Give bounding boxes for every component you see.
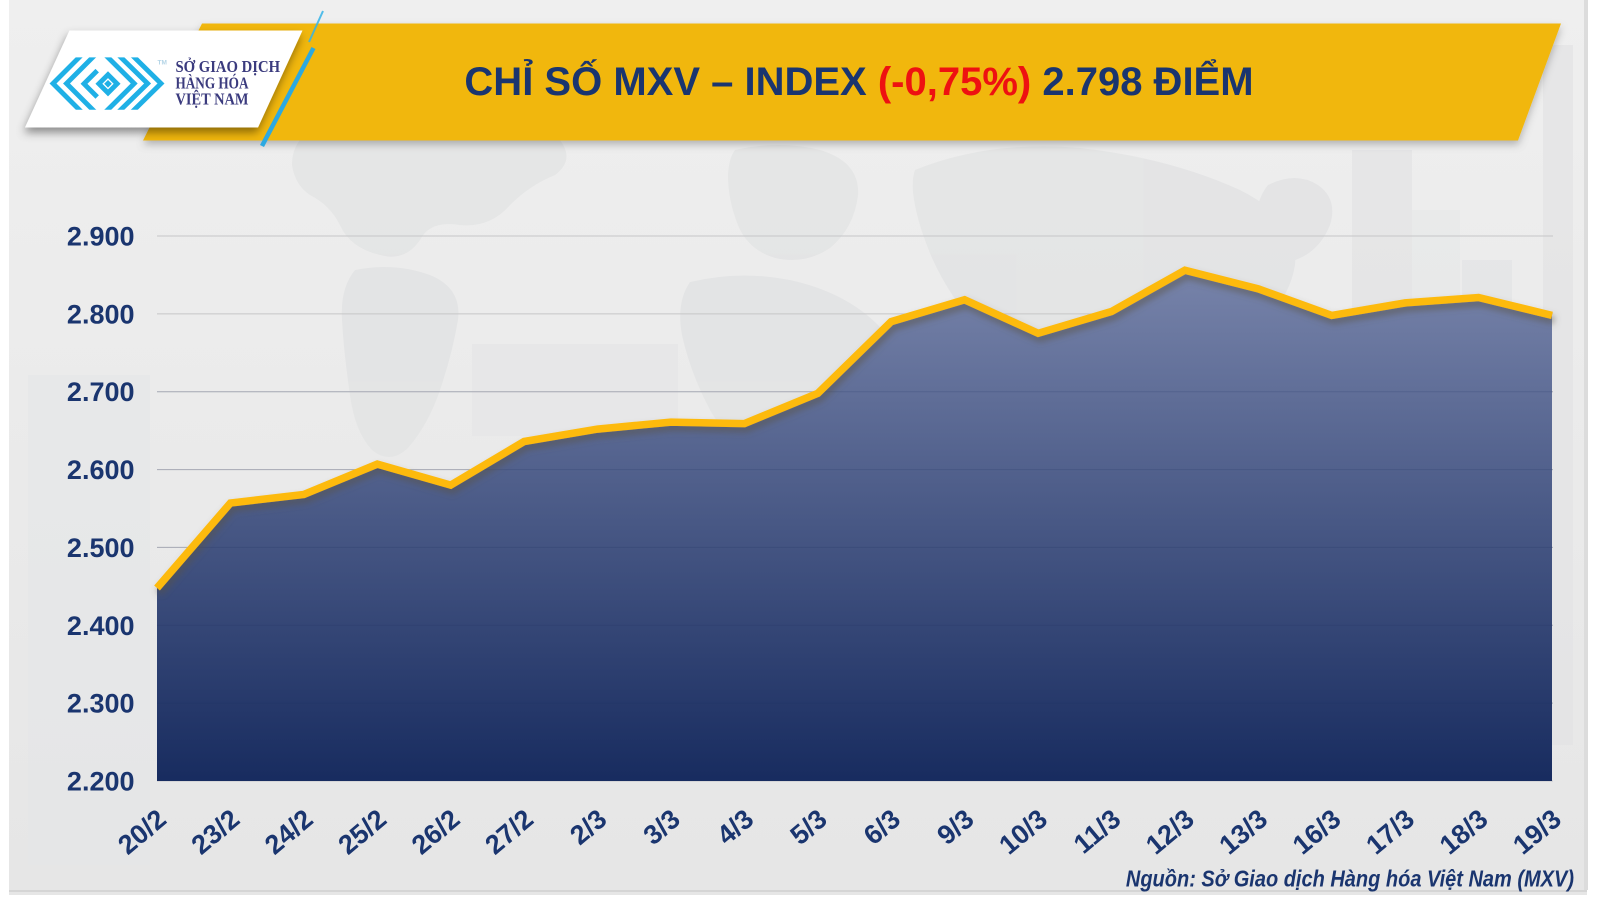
svg-text:2.800: 2.800 (67, 299, 135, 329)
svg-text:2.900: 2.900 (67, 222, 135, 252)
svg-text:CHỈ SỐ MXV – INDEX (-0,75%) 2.: CHỈ SỐ MXV – INDEX (-0,75%) 2.798 ĐIỂM (464, 57, 1253, 104)
svg-text:TM: TM (158, 60, 167, 67)
svg-text:Nguồn: Sở Giao dịch Hàng hóa V: Nguồn: Sở Giao dịch Hàng hóa Việt Nam (M… (1126, 866, 1574, 892)
svg-text:VIỆT NAM: VIỆT NAM (176, 90, 249, 109)
svg-text:HÀNG HÓA: HÀNG HÓA (176, 73, 249, 92)
svg-text:SỞ GIAO DỊCH: SỞ GIAO DỊCH (176, 57, 281, 76)
svg-text:2.700: 2.700 (67, 377, 135, 407)
svg-text:2.300: 2.300 (67, 689, 135, 719)
svg-text:2.200: 2.200 (67, 767, 135, 797)
svg-text:2.600: 2.600 (67, 455, 135, 485)
svg-text:2.500: 2.500 (67, 533, 135, 563)
svg-text:2.400: 2.400 (67, 611, 135, 641)
